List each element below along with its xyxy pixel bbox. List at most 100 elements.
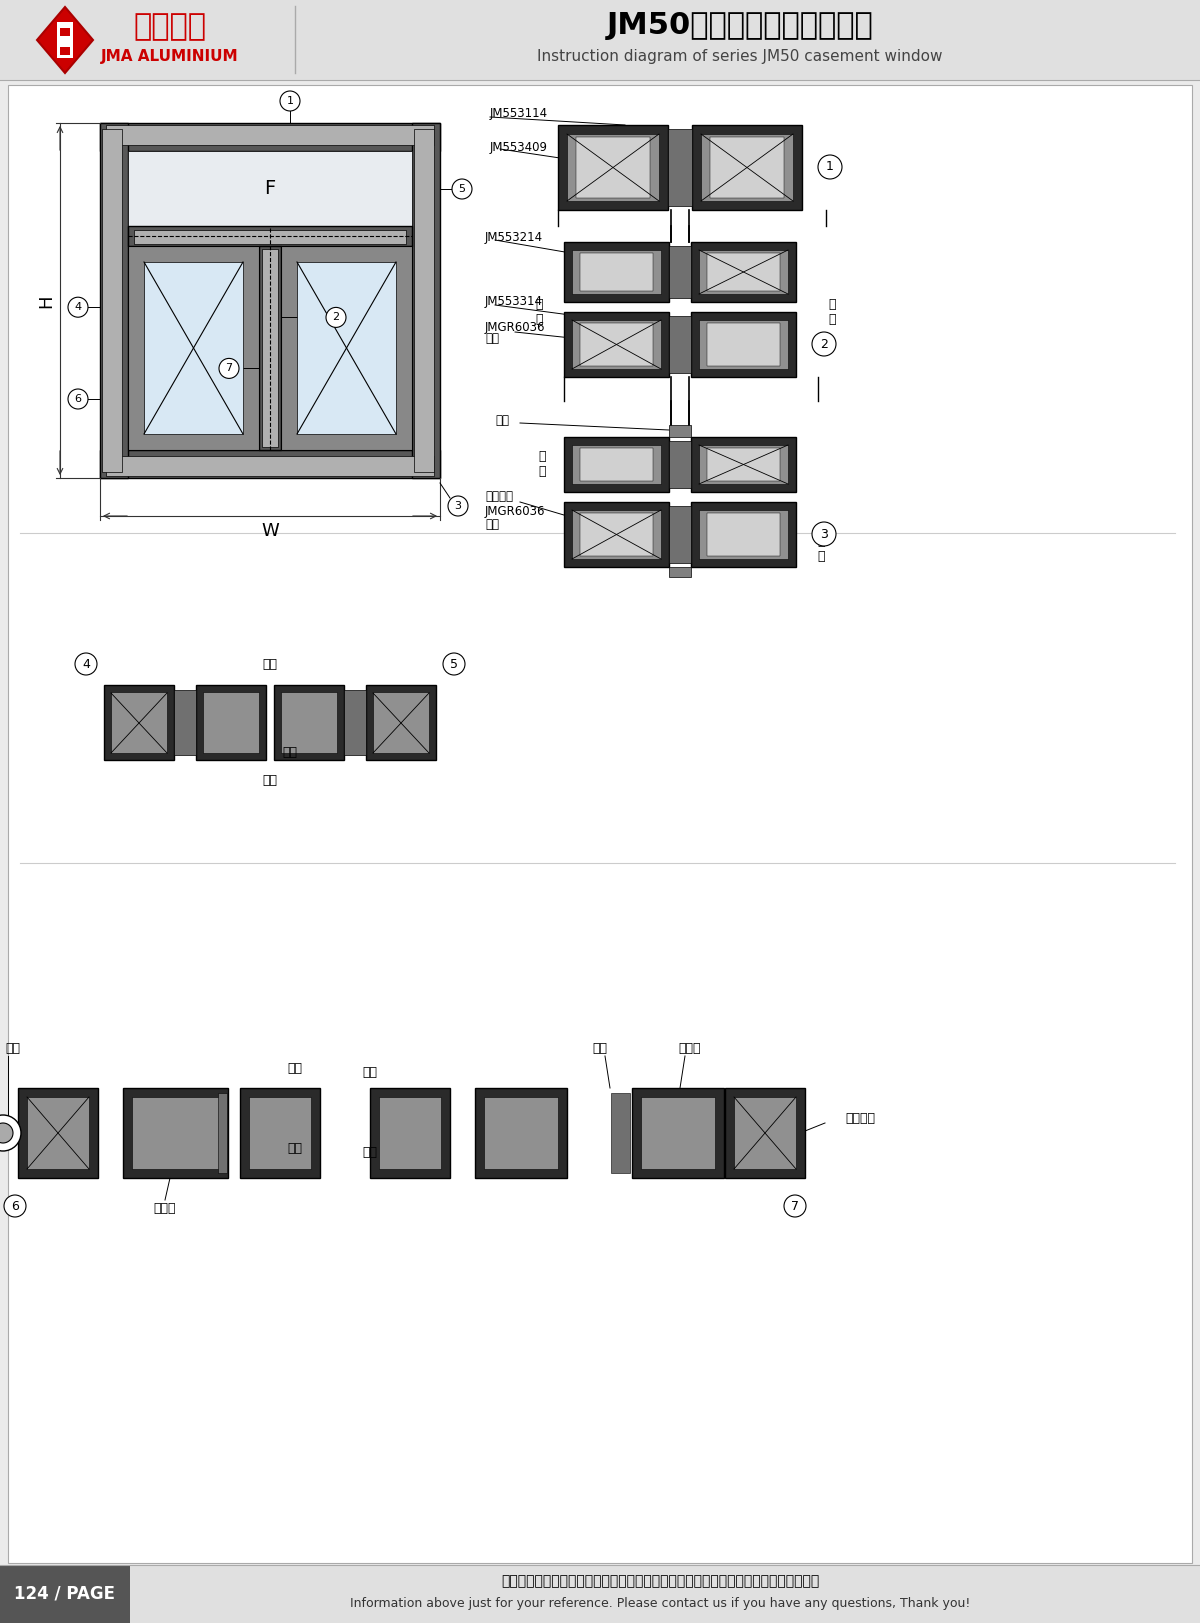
- Circle shape: [0, 1115, 22, 1151]
- Bar: [475, 1087, 568, 1178]
- Circle shape: [784, 1195, 806, 1217]
- Bar: [0, 1565, 130, 1623]
- Text: Instruction diagram of series JM50 casement window: Instruction diagram of series JM50 casem…: [538, 49, 943, 65]
- Bar: [710, 136, 784, 198]
- Bar: [106, 456, 434, 476]
- Circle shape: [68, 390, 88, 409]
- Bar: [250, 1097, 311, 1169]
- Bar: [691, 437, 796, 492]
- Bar: [632, 1087, 724, 1178]
- Bar: [698, 250, 788, 294]
- Text: 3: 3: [455, 502, 462, 511]
- Bar: [281, 691, 337, 753]
- Text: JM553314: JM553314: [485, 295, 542, 308]
- Bar: [112, 691, 167, 753]
- Bar: [691, 242, 796, 302]
- Circle shape: [68, 297, 88, 316]
- Circle shape: [326, 307, 346, 328]
- Bar: [60, 28, 70, 36]
- Text: 室
内: 室 内: [539, 450, 546, 479]
- Text: 室
内: 室 内: [535, 299, 542, 326]
- Bar: [58, 23, 73, 58]
- Bar: [203, 691, 259, 753]
- Circle shape: [452, 179, 472, 200]
- Text: JMGR6036: JMGR6036: [485, 320, 546, 333]
- Text: 执手: 执手: [593, 1042, 607, 1055]
- Bar: [0, 0, 1200, 80]
- Bar: [102, 128, 122, 472]
- Text: 5: 5: [450, 657, 458, 670]
- Text: 坚美铝业: 坚美铝业: [133, 13, 206, 42]
- Bar: [414, 128, 434, 472]
- Bar: [262, 248, 278, 446]
- Text: 角码: 角码: [485, 333, 499, 346]
- Bar: [707, 323, 780, 367]
- Text: 室内: 室内: [362, 1146, 378, 1159]
- Text: 室内: 室内: [282, 747, 298, 760]
- Text: 鸭嘴胶: 鸭嘴胶: [154, 1201, 176, 1214]
- Text: 室外: 室外: [288, 1061, 302, 1074]
- Bar: [564, 502, 670, 566]
- Text: 中空玻璃: 中空玻璃: [845, 1112, 875, 1125]
- Bar: [28, 1097, 89, 1169]
- Bar: [564, 312, 670, 377]
- Circle shape: [4, 1195, 26, 1217]
- Text: 图中所示型材截面、装配、编号、尺寸及重量仅供参考。如有疑问，请向本公司查询。: 图中所示型材截面、装配、编号、尺寸及重量仅供参考。如有疑问，请向本公司查询。: [500, 1574, 820, 1587]
- Bar: [274, 685, 344, 760]
- Bar: [196, 685, 266, 760]
- Bar: [580, 448, 653, 480]
- Bar: [670, 566, 691, 578]
- Bar: [698, 445, 788, 484]
- Text: 2: 2: [820, 338, 828, 351]
- Text: 室内: 室内: [263, 657, 277, 670]
- Bar: [104, 685, 174, 760]
- Bar: [60, 47, 70, 55]
- Bar: [0, 1565, 1200, 1623]
- Bar: [412, 123, 440, 479]
- Text: 124 / PAGE: 124 / PAGE: [14, 1586, 115, 1604]
- Text: 4: 4: [74, 302, 82, 312]
- Bar: [576, 136, 650, 198]
- Text: JMGR6036: JMGR6036: [485, 505, 546, 518]
- Bar: [670, 316, 691, 373]
- Bar: [370, 1087, 450, 1178]
- Bar: [128, 151, 412, 226]
- Bar: [691, 502, 796, 566]
- Polygon shape: [37, 6, 94, 73]
- Text: 室
外: 室 外: [828, 299, 835, 326]
- Bar: [132, 1097, 220, 1169]
- Bar: [580, 253, 653, 291]
- Text: Information above just for your reference. Please contact us if you have any que: Information above just for your referenc…: [350, 1597, 970, 1610]
- Bar: [106, 125, 434, 144]
- Text: W: W: [262, 523, 278, 540]
- Bar: [670, 506, 691, 563]
- Bar: [484, 1097, 558, 1169]
- Text: H: H: [37, 294, 55, 308]
- Text: 室外: 室外: [263, 774, 277, 787]
- Circle shape: [74, 652, 97, 675]
- Bar: [670, 247, 691, 299]
- Bar: [259, 247, 281, 450]
- Text: 1: 1: [826, 161, 834, 174]
- Bar: [281, 247, 412, 450]
- Circle shape: [0, 1123, 13, 1143]
- Circle shape: [280, 91, 300, 110]
- Bar: [670, 425, 691, 437]
- Bar: [564, 437, 670, 492]
- Circle shape: [812, 523, 836, 545]
- Bar: [707, 513, 780, 557]
- Bar: [564, 242, 670, 302]
- Text: 两点锁: 两点锁: [679, 1042, 701, 1055]
- Bar: [558, 125, 668, 209]
- Bar: [698, 320, 788, 368]
- Text: JMA ALUMINIUM: JMA ALUMINIUM: [101, 49, 239, 63]
- Bar: [100, 123, 440, 151]
- Text: 1: 1: [287, 96, 294, 105]
- Bar: [580, 323, 653, 367]
- Bar: [572, 250, 661, 294]
- Bar: [707, 448, 780, 480]
- Bar: [144, 261, 242, 433]
- Circle shape: [812, 333, 836, 355]
- Circle shape: [220, 359, 239, 378]
- Bar: [725, 1087, 805, 1178]
